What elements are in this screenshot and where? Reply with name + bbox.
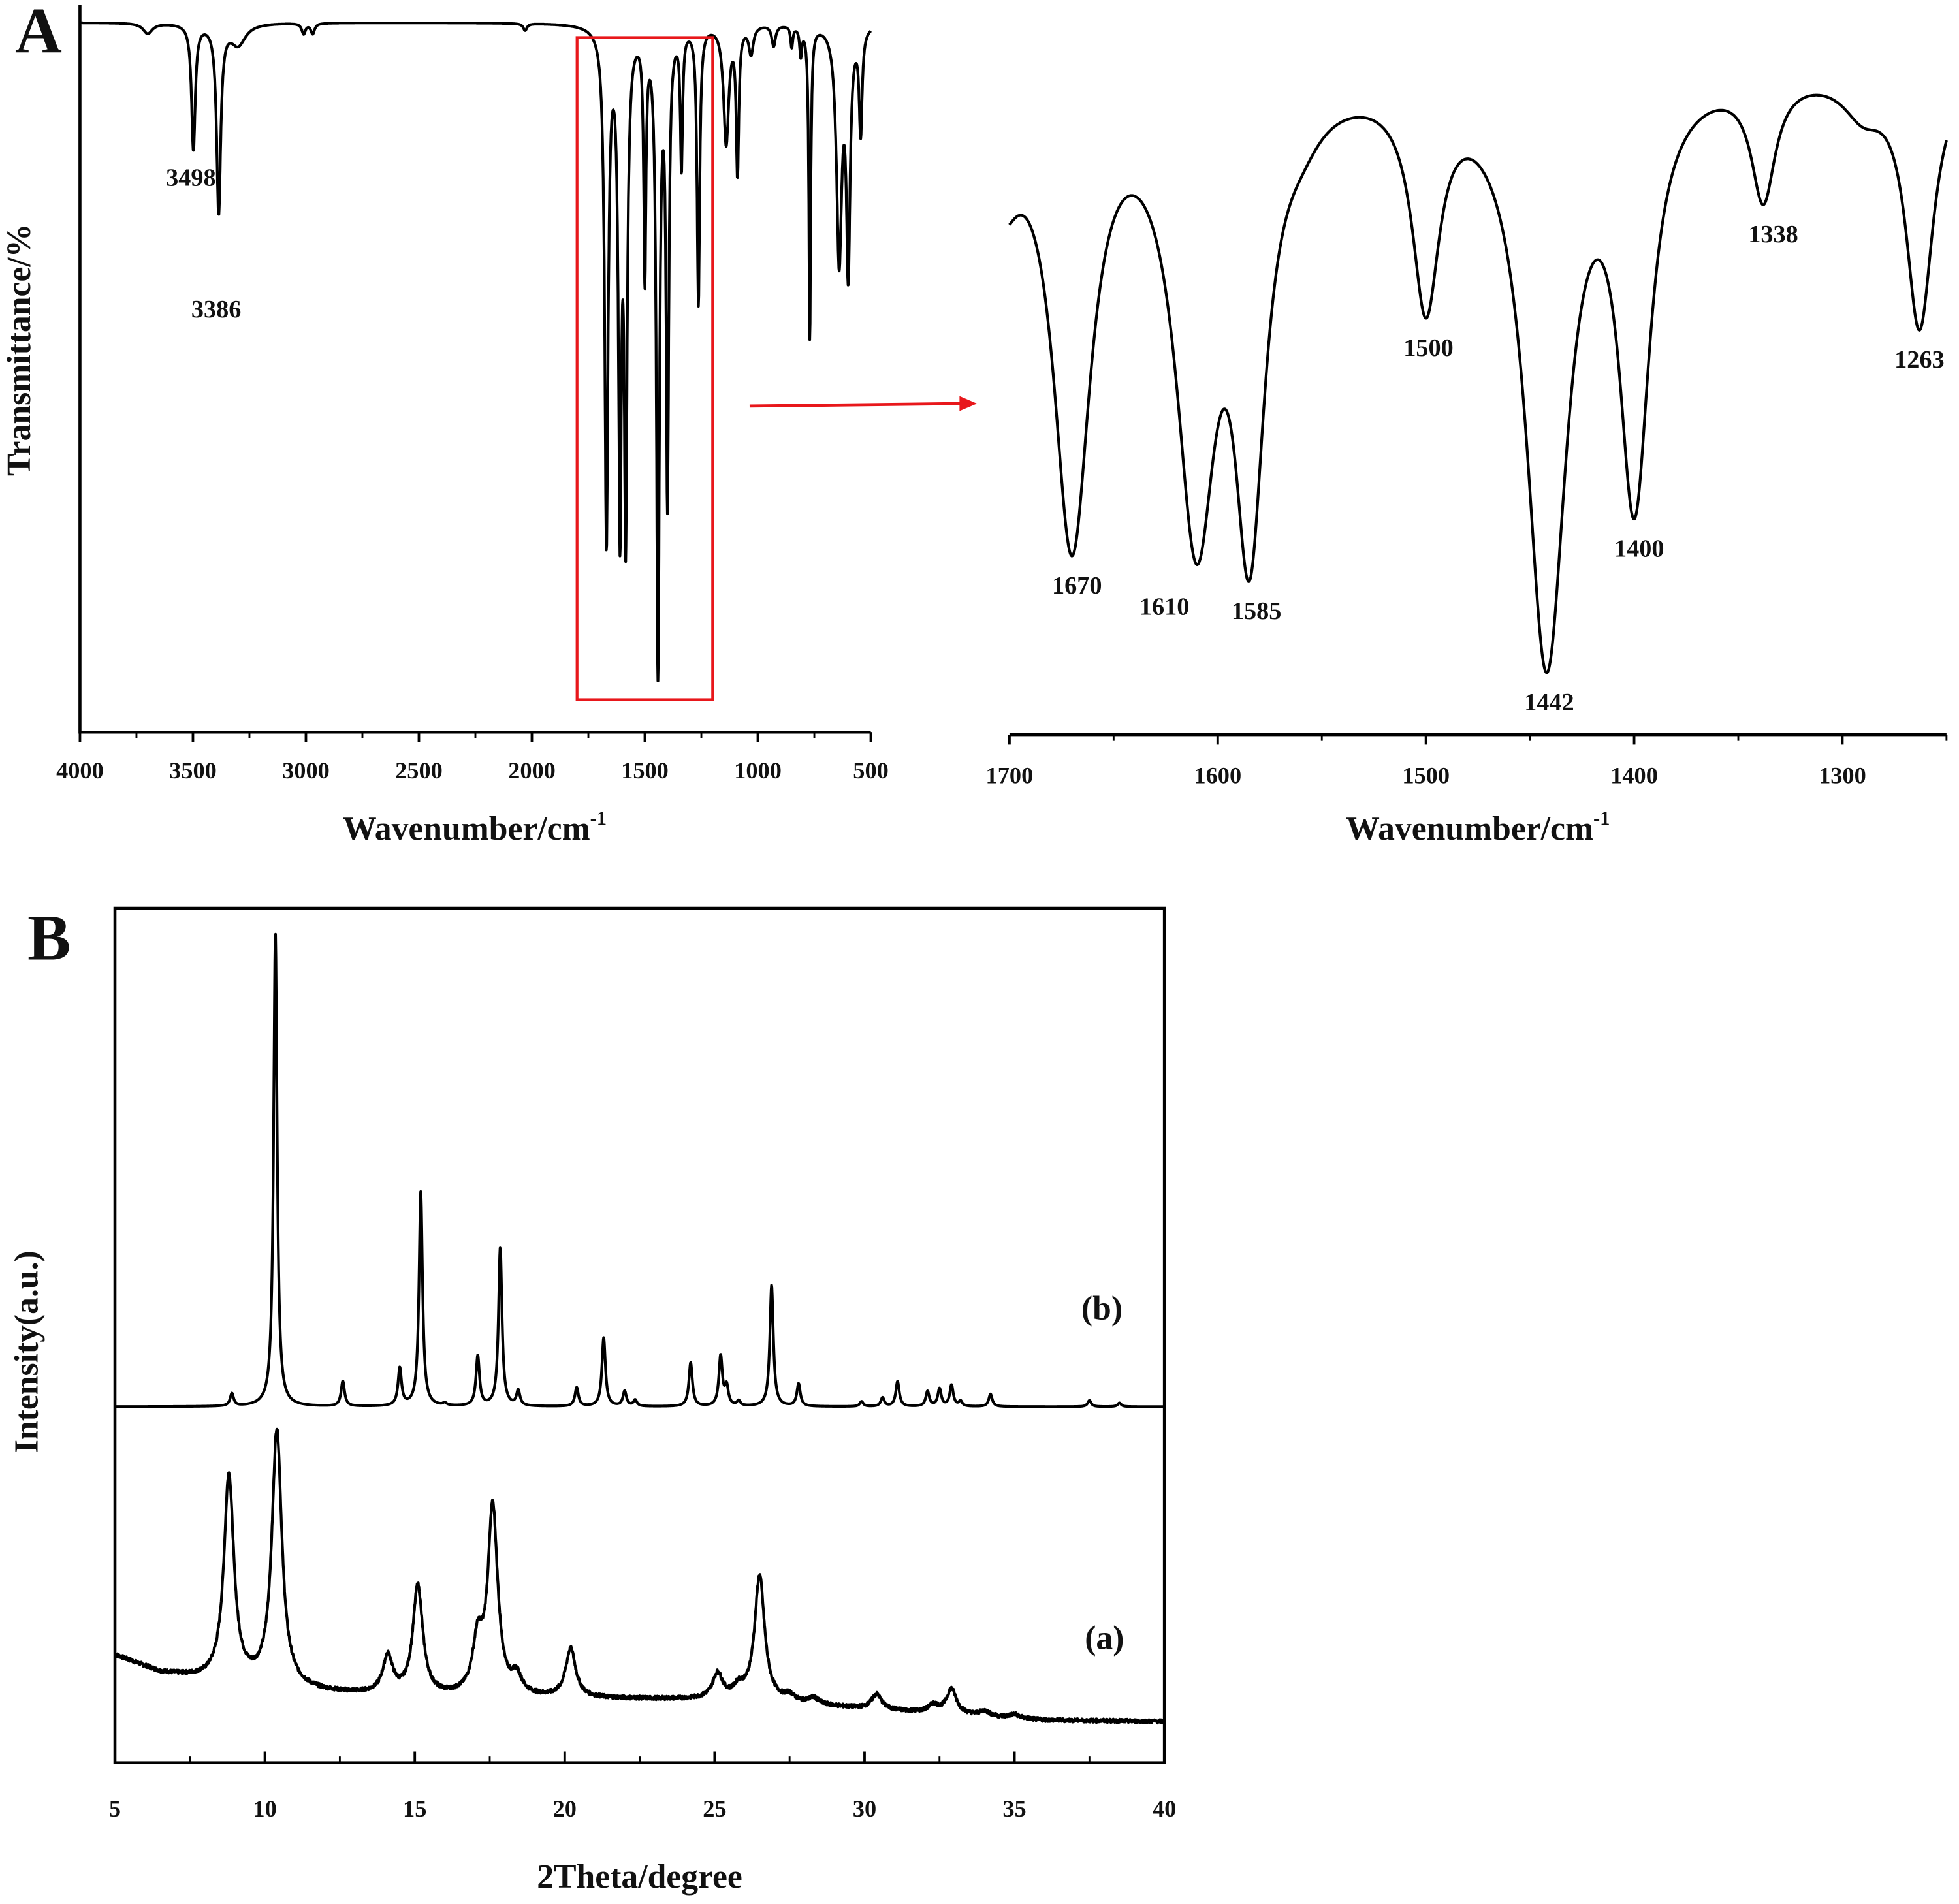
x-tick-label: 2000 bbox=[508, 757, 556, 784]
x-tick-label: 1600 bbox=[1194, 763, 1241, 789]
x-tick-label: 1400 bbox=[1610, 763, 1658, 789]
series-label-a: (a) bbox=[1085, 1620, 1124, 1657]
x-tick-label: 5 bbox=[109, 1796, 121, 1822]
peak-label-1610: 1610 bbox=[1139, 593, 1190, 620]
xrd-plot-frame bbox=[113, 906, 1166, 1765]
x-tick-label: 10 bbox=[253, 1796, 276, 1822]
peak-label-1442: 1442 bbox=[1524, 689, 1574, 716]
ir-full-spectrum-line bbox=[78, 21, 872, 683]
peak-label-3498: 3498 bbox=[166, 165, 216, 192]
xrd-y-axis-title: Intensity(a.u.) bbox=[8, 1250, 45, 1453]
panel-label-b: B bbox=[27, 901, 71, 974]
series-label-b: (b) bbox=[1081, 1290, 1123, 1327]
arrow-head-icon bbox=[959, 396, 978, 411]
ir-full-x-axis-title: Wavenumber/cm-1 bbox=[343, 807, 607, 848]
x-tick-label: 1300 bbox=[1819, 763, 1866, 789]
xrd-chart: 2Theta/degree Intensity(a.u.) (b) (a) 5 10 1… bbox=[8, 906, 1176, 1896]
xrd-x-axis-title: 2Theta/degree bbox=[537, 1858, 742, 1896]
ir-zoom-spectrum-chart: Wavenumber/cm-1 1700 1600 1500 1400 1300 1670… bbox=[749, 93, 1948, 848]
x-tick-label: 20 bbox=[553, 1796, 577, 1822]
peak-label-3386: 3386 bbox=[191, 296, 242, 323]
x-tick-label: 1000 bbox=[734, 757, 782, 784]
ir-full-y-axis-title: Transmittance/% bbox=[1, 224, 38, 476]
x-tick-label: 1500 bbox=[621, 757, 669, 784]
x-tick-label: 500 bbox=[853, 757, 889, 784]
ir-zoom-x-axis-title: Wavenumber/cm-1 bbox=[1346, 807, 1610, 848]
xrd-series-b-line bbox=[114, 932, 1166, 1408]
x-tick-label: 25 bbox=[703, 1796, 726, 1822]
x-tick-label: 40 bbox=[1153, 1796, 1176, 1822]
xrd-series-a-line bbox=[114, 1427, 1166, 1725]
ir-full-axes bbox=[78, 5, 871, 734]
x-tick-label: 3000 bbox=[282, 757, 330, 784]
x-tick-label: 2500 bbox=[395, 757, 443, 784]
x-tick-label: 3500 bbox=[169, 757, 217, 784]
peak-label-1500: 1500 bbox=[1403, 334, 1454, 362]
peak-label-1400: 1400 bbox=[1614, 535, 1664, 562]
ir-full-spectrum-chart: Wavenumber/cm-1 Transmittance/% 4000 3500… bbox=[1, 5, 889, 848]
x-tick-label: 1700 bbox=[986, 763, 1034, 789]
peak-label-1263: 1263 bbox=[1894, 346, 1945, 373]
x-tick-label: 15 bbox=[403, 1796, 426, 1822]
panel-label-a: A bbox=[15, 0, 62, 67]
x-tick-label: 1500 bbox=[1402, 763, 1450, 789]
x-tick-label: 35 bbox=[1002, 1796, 1026, 1822]
x-tick-label: 4000 bbox=[56, 757, 104, 784]
highlight-box bbox=[575, 36, 714, 701]
ir-zoom-spectrum-line bbox=[1008, 93, 1948, 674]
peak-label-1338: 1338 bbox=[1748, 221, 1798, 248]
peak-label-1670: 1670 bbox=[1052, 572, 1102, 599]
peak-label-1585: 1585 bbox=[1232, 597, 1281, 625]
x-tick-label: 30 bbox=[853, 1796, 876, 1822]
zoom-arrow bbox=[749, 402, 963, 408]
